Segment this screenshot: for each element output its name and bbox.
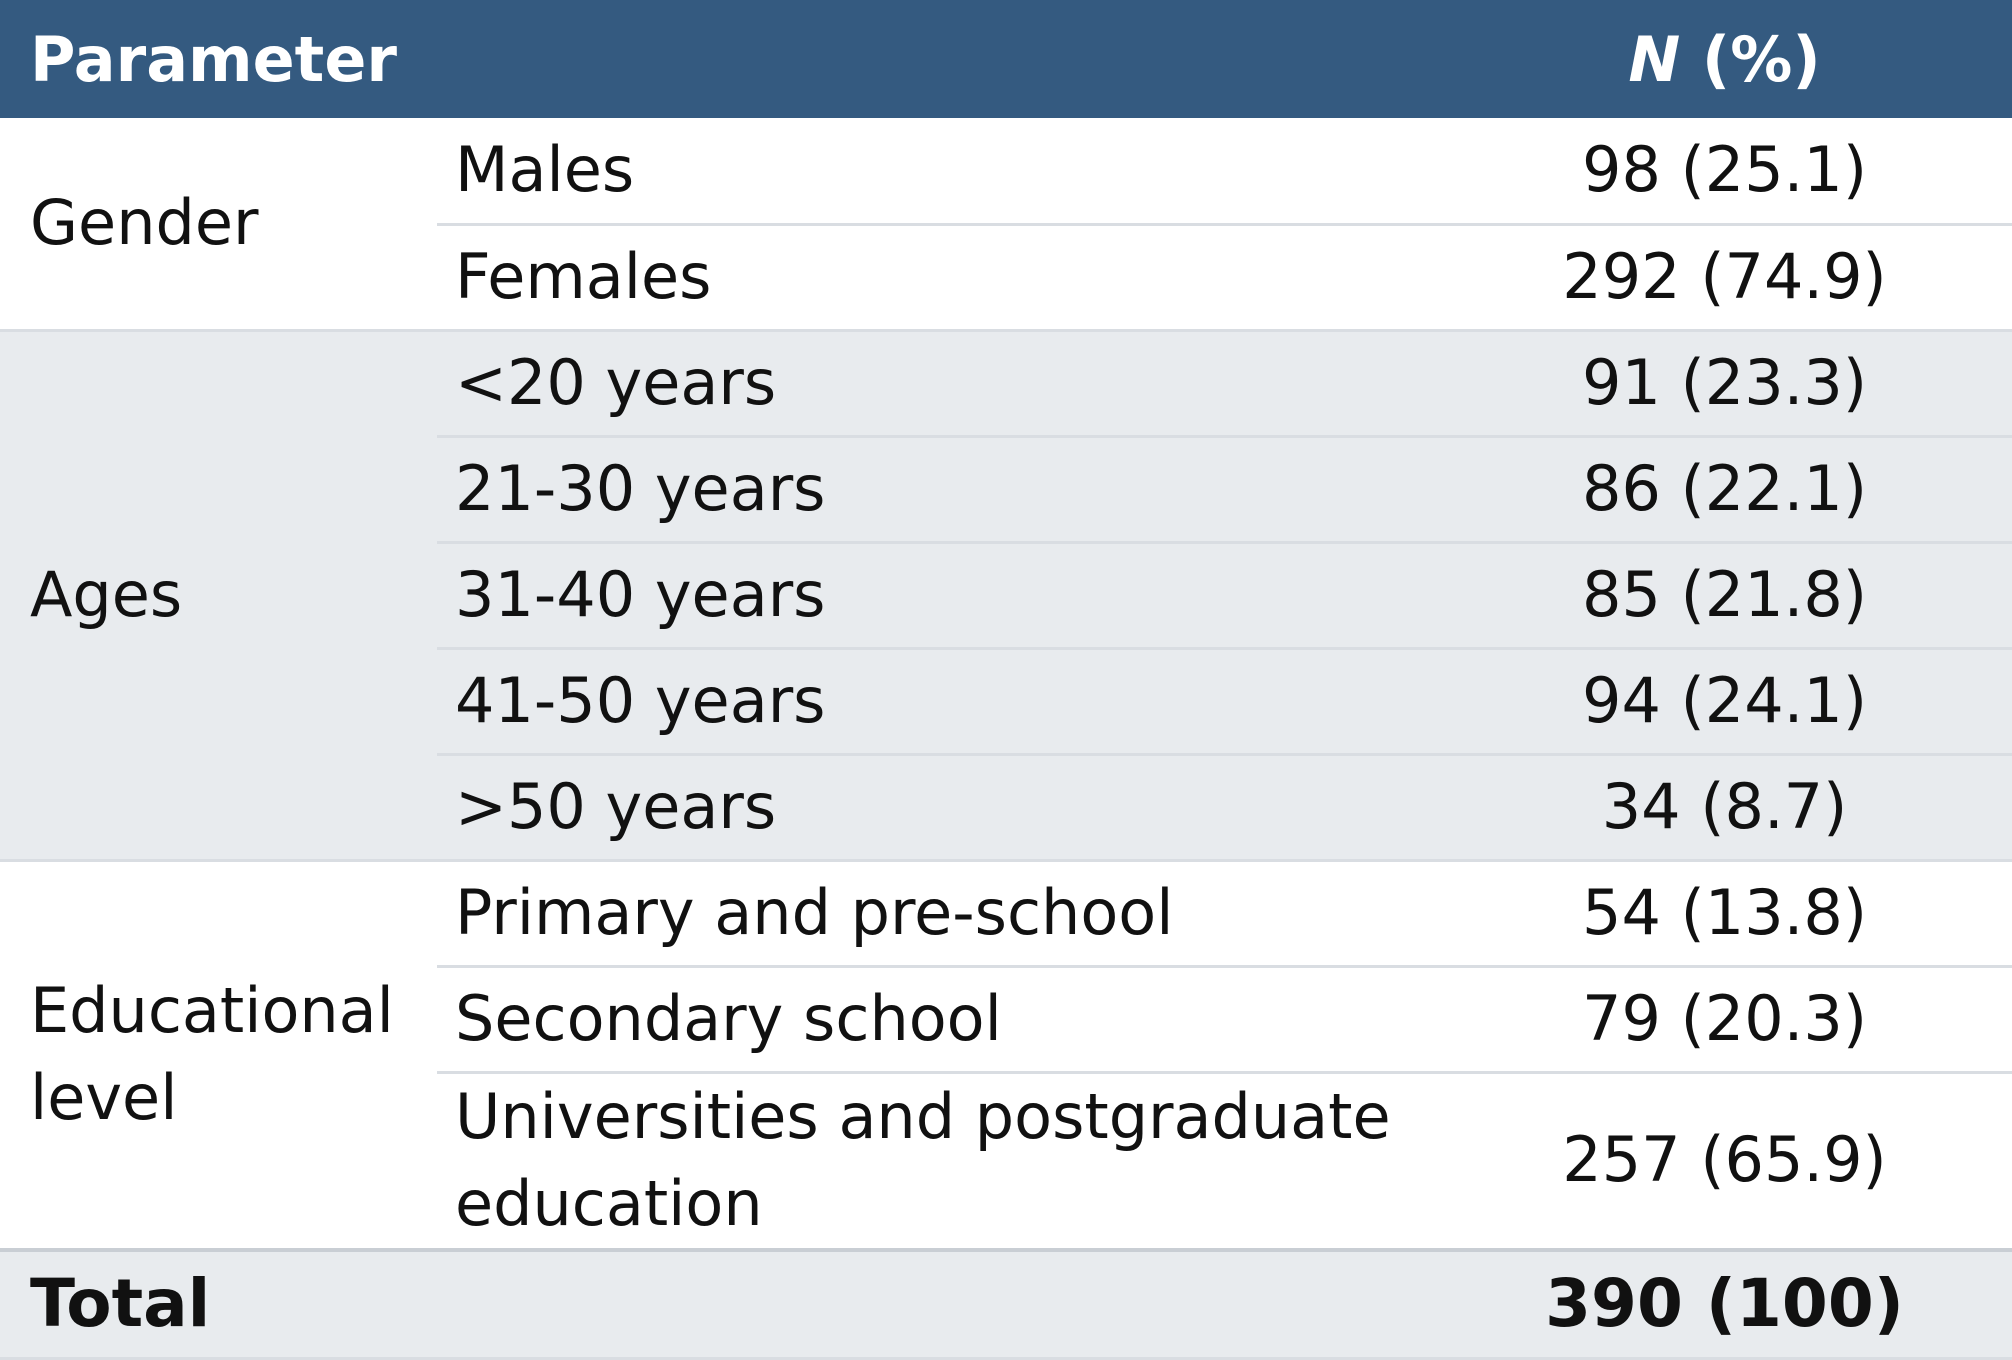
- table-row: Gender Males 98 (25.1): [0, 118, 2012, 259]
- table-header-row: Parameter N (%): [0, 0, 2012, 118]
- row-value: 85 (21.8): [1437, 540, 2012, 648]
- row-value: 86 (22.1): [1437, 434, 2012, 542]
- group-label-education: Educational level: [0, 858, 437, 1250]
- row-label: Females: [437, 222, 1438, 330]
- row-value: 34 (8.7): [1437, 752, 2012, 860]
- row-label: Males: [455, 132, 635, 206]
- row-value: 292 (74.9): [1437, 222, 2012, 330]
- row-label: <20 years: [437, 328, 1438, 436]
- group-label-ages: Ages: [0, 328, 437, 860]
- table-row: Females 292 (74.9): [0, 222, 2012, 330]
- row-label: Universities and postgraduate education: [437, 1070, 1438, 1250]
- header-percent: (%): [1701, 22, 1821, 96]
- row-value: 79 (20.3): [1437, 964, 2012, 1072]
- table-row: Educational level Primary and pre-school…: [0, 858, 2012, 1250]
- row-label: Secondary school: [437, 964, 1438, 1072]
- row-label: 41-50 years: [437, 646, 1438, 754]
- total-label: Total: [0, 1248, 1438, 1360]
- row-label: Primary and pre-school: [437, 858, 1438, 966]
- group-label-gender: Gender: [30, 185, 259, 259]
- row-label: >50 years: [437, 752, 1438, 860]
- total-row: Total 390 (100): [0, 1248, 2012, 1360]
- row-value: 257 (65.9): [1437, 1070, 2012, 1250]
- row-value: 98 (25.1): [1582, 132, 1868, 206]
- row-label: 31-40 years: [437, 540, 1438, 648]
- row-value: 94 (24.1): [1437, 646, 2012, 754]
- total-value: 390 (100): [1437, 1248, 2012, 1360]
- header-n-percent: N (%): [1437, 0, 2012, 118]
- header-n: N: [1628, 22, 1681, 96]
- row-value: 91 (23.3): [1437, 328, 2012, 436]
- table-row: Ages <20 years 91 (23.3): [0, 328, 2012, 860]
- row-value: 54 (13.8): [1437, 858, 2012, 966]
- row-label: 21-30 years: [437, 434, 1438, 542]
- header-parameter: Parameter: [30, 22, 397, 96]
